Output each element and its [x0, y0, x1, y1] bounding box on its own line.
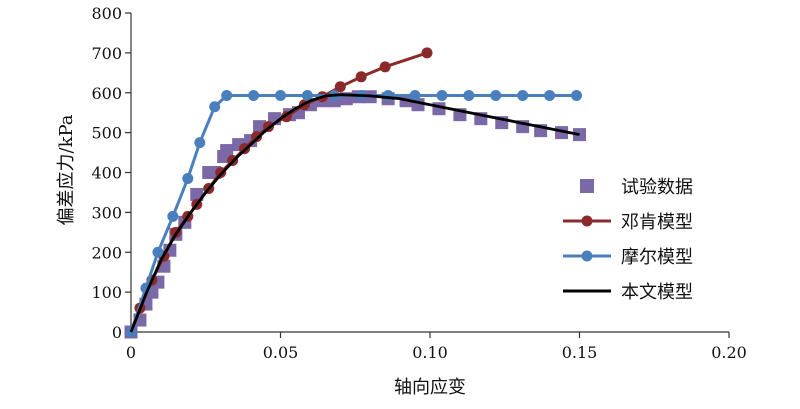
x-tick-label: 0.05 [263, 343, 299, 362]
y-tick-label: 0 [112, 323, 122, 342]
legend-item-3: 摩尔模型 [563, 247, 693, 268]
data-point [301, 90, 313, 102]
x-tick-label: 0.15 [562, 343, 598, 362]
data-point [248, 90, 260, 102]
legend-label: 本文模型 [621, 282, 693, 303]
data-point [275, 90, 286, 102]
data-point [379, 61, 391, 73]
data-point [220, 144, 234, 158]
legend-marker [580, 179, 594, 193]
legend-marker [581, 250, 593, 262]
y-axis-title: 偏差应力/kPa [56, 114, 77, 225]
data-point [209, 101, 221, 113]
data-point [355, 71, 367, 83]
data-point [221, 90, 233, 102]
series-3 [125, 90, 583, 338]
x-tick-label: 0 [126, 343, 136, 362]
y-tick-label: 800 [91, 4, 122, 23]
x-tick-label: 0.20 [711, 343, 747, 362]
data-point [490, 90, 502, 102]
data-point [251, 131, 263, 143]
data-point [194, 137, 206, 149]
y-tick-label: 400 [91, 164, 122, 183]
y-tick-label: 600 [91, 84, 122, 103]
legend-marker [581, 215, 593, 227]
data-point [463, 90, 475, 102]
data-point [334, 81, 346, 93]
data-point [421, 47, 433, 59]
data-point [517, 90, 529, 102]
data-point [409, 90, 421, 102]
x-tick-label: 0.10 [412, 343, 448, 362]
data-point [436, 90, 448, 102]
y-tick-label: 300 [91, 203, 122, 222]
series-1 [124, 90, 586, 339]
legend-label: 试验数据 [621, 177, 693, 198]
y-tick-label: 200 [91, 243, 122, 262]
data-point [167, 210, 179, 222]
legend-label: 摩尔模型 [621, 247, 693, 268]
data-point [571, 90, 583, 102]
y-tick-label: 700 [91, 44, 122, 63]
series-line [129, 94, 577, 333]
y-tick-label: 500 [91, 124, 122, 143]
axes: 0 0.05 0.10 0.15 0.20 0 100 200 300 400 500 600 700 8… [91, 4, 746, 362]
series-4 [129, 93, 580, 333]
x-axis-title: 轴向应变 [394, 377, 466, 398]
y-tick-label: 100 [91, 283, 122, 302]
series-line [129, 93, 580, 333]
legend-item-1: 试验数据 [580, 177, 693, 198]
data-point [382, 90, 394, 102]
data-point [152, 246, 164, 258]
legend-item-2: 邓肯模型 [563, 212, 693, 233]
legend-label: 邓肯模型 [621, 212, 693, 233]
plot-area [124, 47, 586, 339]
data-point [182, 172, 194, 184]
data-point [573, 128, 586, 142]
legend-item-4: 本文模型 [563, 282, 693, 303]
data-point [544, 90, 556, 102]
